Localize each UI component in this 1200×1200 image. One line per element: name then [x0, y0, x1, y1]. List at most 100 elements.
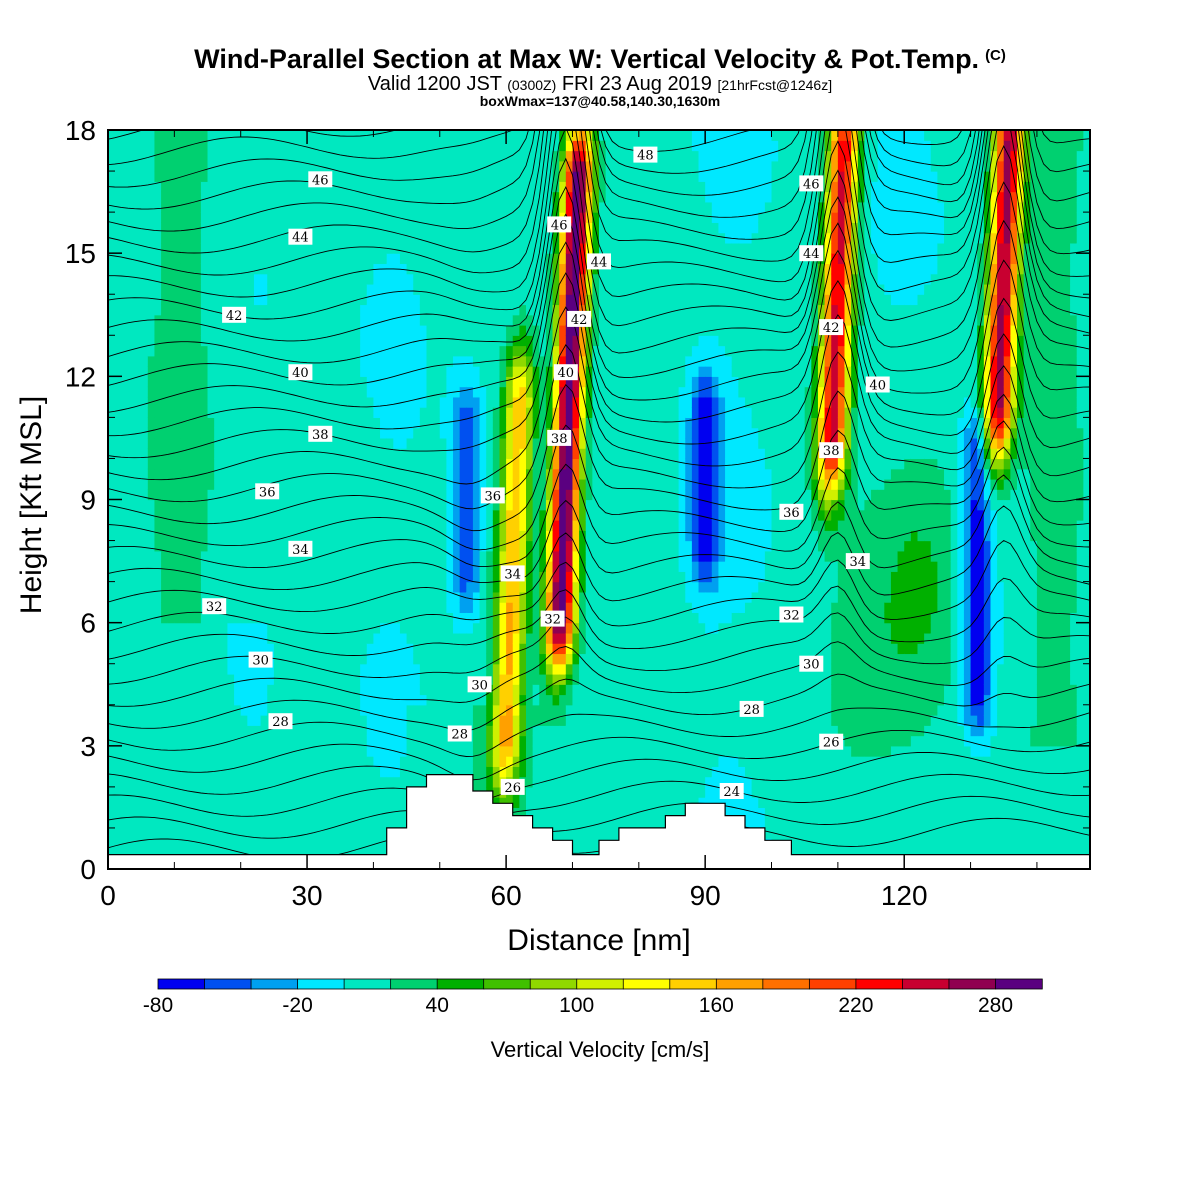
velocity-cell — [313, 263, 321, 275]
velocity-cell — [393, 201, 401, 213]
velocity-cell — [174, 304, 182, 316]
velocity-cell — [214, 622, 222, 634]
velocity-cell — [161, 817, 169, 829]
velocity-cell — [499, 294, 507, 306]
velocity-cell — [446, 181, 454, 193]
velocity-cell — [240, 181, 248, 193]
velocity-cell — [194, 827, 202, 839]
velocity-cell — [399, 632, 408, 644]
velocity-cell — [287, 807, 295, 819]
velocity-cell — [433, 745, 441, 757]
velocity-cell — [167, 550, 175, 562]
velocity-cell — [154, 458, 162, 470]
velocity-cell — [214, 550, 222, 562]
velocity-cell — [459, 253, 467, 265]
velocity-cell — [293, 150, 302, 162]
velocity-cell — [220, 827, 229, 839]
velocity-cell — [526, 756, 534, 767]
velocity-cell — [320, 827, 328, 839]
velocity-cell — [313, 355, 321, 367]
velocity-cell — [552, 345, 560, 357]
velocity-cell — [247, 735, 255, 747]
velocity-cell — [360, 448, 368, 460]
velocity-cell — [479, 458, 487, 470]
velocity-cell — [512, 355, 520, 367]
velocity-cell — [114, 817, 122, 829]
velocity-cell — [492, 663, 501, 675]
velocity-cell — [267, 520, 275, 531]
velocity-cell — [187, 242, 195, 254]
velocity-cell — [174, 612, 182, 624]
velocity-cell — [545, 242, 554, 254]
velocity-cell — [393, 509, 401, 521]
velocity-cell — [366, 417, 375, 429]
velocity-cell — [406, 355, 414, 367]
velocity-cell — [519, 478, 527, 490]
velocity-cell — [386, 417, 394, 429]
velocity-cell — [267, 817, 275, 829]
velocity-cell — [267, 509, 275, 521]
velocity-cell — [479, 130, 487, 141]
velocity-cell — [340, 437, 348, 449]
velocity-cell — [380, 345, 388, 357]
velocity-cell — [559, 232, 567, 244]
velocity-cell — [439, 140, 447, 152]
velocity-cell — [180, 807, 189, 819]
velocity-cell — [253, 838, 262, 850]
velocity-cell — [207, 653, 215, 665]
velocity-cell — [419, 530, 428, 542]
velocity-cell — [439, 550, 447, 562]
velocity-cell — [519, 283, 527, 295]
velocity-cell — [293, 345, 302, 357]
velocity-cell — [267, 797, 275, 809]
velocity-cell — [134, 304, 142, 316]
velocity-cell — [552, 807, 560, 819]
velocity-cell — [313, 150, 321, 162]
velocity-cell — [180, 160, 189, 172]
velocity-cell — [313, 191, 321, 203]
velocity-cell — [273, 663, 282, 675]
velocity-cell — [180, 602, 189, 613]
velocity-cell — [108, 437, 116, 449]
velocity-cell — [161, 571, 169, 583]
velocity-cell — [180, 427, 189, 439]
velocity-cell — [187, 653, 195, 665]
velocity-cell — [466, 468, 474, 480]
velocity-cell — [174, 643, 182, 655]
velocity-cell — [293, 509, 302, 521]
velocity-cell — [220, 458, 229, 470]
velocity-cell — [399, 509, 408, 521]
velocity-cell — [373, 663, 381, 675]
velocity-cell — [121, 171, 129, 182]
velocity-cell — [313, 509, 321, 521]
velocity-cell — [380, 181, 388, 193]
velocity-cell — [519, 437, 527, 449]
velocity-cell — [399, 212, 408, 223]
velocity-cell — [300, 632, 308, 644]
velocity-cell — [413, 407, 421, 418]
velocity-cell — [512, 735, 520, 747]
velocity-cell — [506, 427, 514, 439]
velocity-cell — [393, 253, 401, 265]
velocity-cell — [180, 520, 189, 531]
velocity-cell — [386, 735, 394, 747]
velocity-cell — [267, 386, 275, 398]
velocity-cell — [194, 140, 202, 152]
velocity-cell — [413, 396, 421, 408]
velocity-cell — [486, 581, 494, 593]
velocity-cell — [486, 242, 494, 254]
velocity-cell — [492, 304, 501, 316]
velocity-cell — [492, 715, 501, 726]
velocity-cell — [406, 561, 414, 572]
velocity-cell — [346, 591, 355, 603]
velocity-cell — [446, 283, 454, 295]
velocity-cell — [472, 160, 481, 172]
velocity-cell — [307, 735, 315, 747]
velocity-cell — [426, 745, 434, 757]
velocity-cell — [459, 366, 467, 377]
velocity-cell — [499, 550, 507, 562]
velocity-cell — [512, 304, 520, 316]
velocity-cell — [426, 643, 434, 655]
velocity-cell — [134, 181, 142, 193]
velocity-cell — [333, 571, 341, 583]
